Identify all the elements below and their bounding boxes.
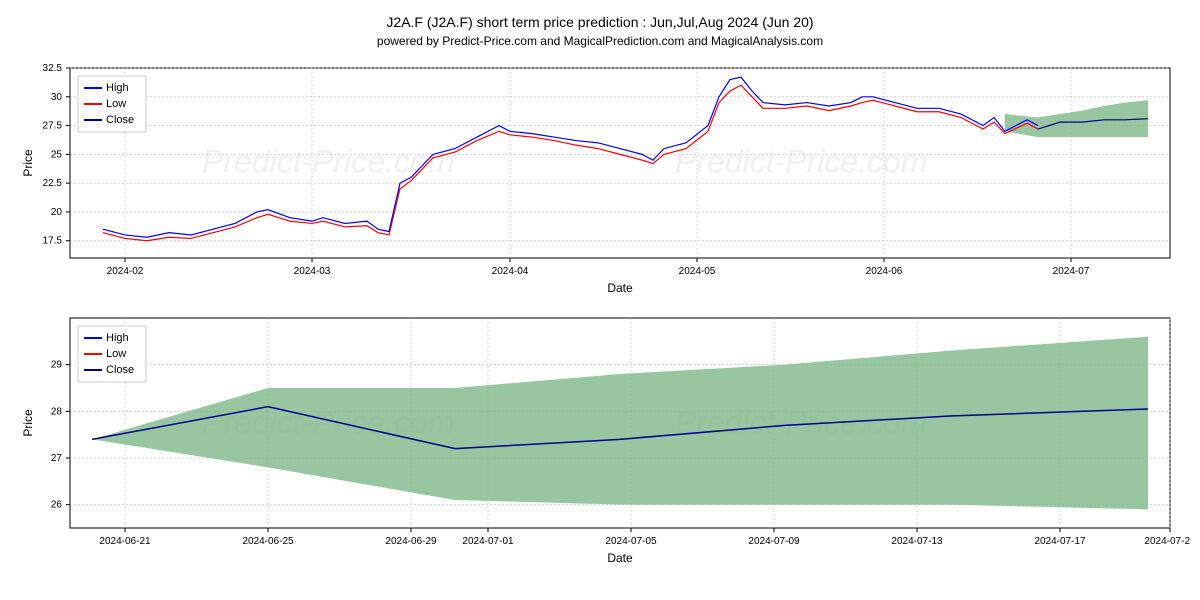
svg-text:Price: Price [21,409,35,437]
svg-text:Predict-Price.com: Predict-Price.com [675,144,928,180]
svg-text:2024-06: 2024-06 [866,266,903,277]
svg-text:2024-07-09: 2024-07-09 [748,536,800,547]
svg-text:20: 20 [51,207,63,218]
chart1-svg: 17.5 20 22.5 25 27.5 30 32.5 2024-02 2024-03 2024… [10,58,1190,308]
svg-text:26: 26 [51,500,63,511]
svg-text:28: 28 [51,406,63,417]
svg-text:27.5: 27.5 [43,121,63,132]
svg-text:Low: Low [106,348,126,360]
svg-text:Date: Date [607,551,633,565]
svg-text:Close: Close [106,114,134,126]
svg-text:17.5: 17.5 [43,236,63,247]
svg-text:2024-02: 2024-02 [107,266,144,277]
svg-text:Close: Close [106,364,134,376]
chart2-wrap: 26 27 28 29 2024-06-21 2024-06-25 2024-06-29 20… [10,308,1190,578]
svg-text:2024-03: 2024-03 [294,266,331,277]
chart-title: J2A.F (J2A.F) short term price predictio… [10,14,1190,30]
svg-text:2024-07-21: 2024-07-21 [1144,536,1190,547]
svg-text:2024-07-05: 2024-07-05 [605,536,657,547]
svg-text:29: 29 [51,360,63,371]
svg-text:32.5: 32.5 [43,63,63,74]
svg-text:25: 25 [51,149,63,160]
svg-text:27: 27 [51,453,63,464]
svg-text:2024-06-21: 2024-06-21 [99,536,151,547]
svg-text:2024-07-17: 2024-07-17 [1034,536,1086,547]
chart-subtitle: powered by Predict-Price.com and Magical… [10,34,1190,48]
svg-text:2024-07-13: 2024-07-13 [891,536,943,547]
svg-text:22.5: 22.5 [43,178,63,189]
svg-text:2024-06-29: 2024-06-29 [385,536,437,547]
svg-text:2024-07-01: 2024-07-01 [462,536,514,547]
svg-text:2024-04: 2024-04 [492,266,529,277]
svg-text:Low: Low [106,98,126,110]
chart1-wrap: 17.5 20 22.5 25 27.5 30 32.5 2024-02 2024-03 2024… [10,58,1190,308]
svg-text:2024-06-25: 2024-06-25 [242,536,294,547]
svg-text:2024-07: 2024-07 [1053,266,1090,277]
chart-container: J2A.F (J2A.F) short term price predictio… [10,14,1190,578]
chart2-svg: 26 27 28 29 2024-06-21 2024-06-25 2024-06-29 20… [10,308,1190,578]
svg-text:Date: Date [607,281,633,295]
svg-text:2024-05: 2024-05 [679,266,716,277]
svg-text:30: 30 [51,92,63,103]
svg-text:High: High [106,332,129,344]
svg-text:Price: Price [21,149,35,177]
svg-text:High: High [106,82,129,94]
